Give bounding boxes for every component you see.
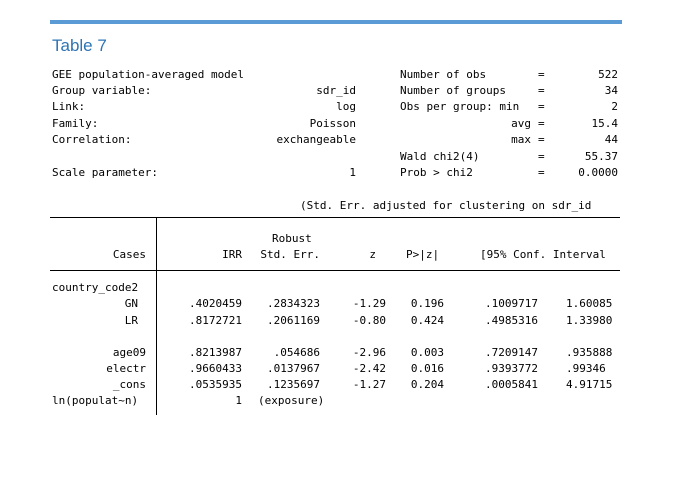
row-name: age09 [112,346,146,359]
stderr-value: .1235697 [267,378,320,391]
z-value: -1.27 [352,378,386,391]
ci-high-value: .935888 [566,346,613,359]
ci-high-value: 1.60085 [566,297,613,310]
obs-avg-value: 15.4 [591,117,619,130]
ngroups-label: Number of groups [400,84,506,97]
obs-max-value: 44 [604,133,618,146]
prob-chi2-eq: = [538,166,545,179]
row-name: ln(populat~n) [52,394,139,407]
correlation-label: Correlation: [52,133,132,146]
exposure-note: (exposure) [258,394,325,407]
ci-low-value: .7209147 [485,346,538,359]
table-header-rule [50,270,620,271]
stderr-value: .2834323 [267,297,320,310]
p-value: 0.424 [410,314,444,327]
correlation-value: exchangeable [276,133,356,146]
prob-chi2-label: Prob > chi2 [400,166,473,179]
p-value: 0.003 [410,346,444,359]
ngroups-value: 34 [604,84,618,97]
col-cases: Cases [112,248,146,261]
link-value: log [336,100,356,113]
z-value: -2.96 [352,346,386,359]
irr-value: .0535935 [189,378,242,391]
obs-max-label: max [511,133,531,146]
stderr-value: .2061169 [267,314,320,327]
obs-min-value: 2 [611,100,618,113]
obs-avg-label: avg [511,117,531,130]
wald-value: 55.37 [584,150,618,163]
row-name: GN [124,297,138,310]
ci-high-value: 1.33980 [566,314,613,327]
obs-min-eq: = [538,100,545,113]
table-top-rule [50,217,620,218]
z-value: -2.42 [352,362,386,375]
group-variable-value: sdr_id [316,84,356,97]
col-z: z [369,248,376,261]
ngroups-eq: = [538,84,545,97]
p-value: 0.016 [410,362,444,375]
irr-value: .8213987 [189,346,242,359]
wald-label: Wald chi2(4) [400,150,480,163]
ci-high-value: 4.91715 [566,378,613,391]
nobs-value: 522 [598,68,618,81]
irr-value: .8172721 [189,314,242,327]
col-robust: Robust [272,232,312,245]
irr-value: .4020459 [189,297,242,310]
regression-output: GEE population-averaged model Group vari… [50,0,620,494]
ci-low-value: .0005841 [485,378,538,391]
obs-min-label: Obs per group: min [400,100,520,113]
stderr-value: .0137967 [267,362,320,375]
row-name: _cons [112,378,146,391]
col-confint: [95% Conf. Interval [480,248,606,261]
title-accent-bar [50,20,622,24]
row-name: electr [106,362,146,375]
se-note: (Std. Err. adjusted for clustering on sd… [300,199,592,212]
irr-value: 1 [235,394,242,407]
scale-parameter-value: 1 [349,166,356,179]
p-value: 0.204 [410,378,444,391]
prob-chi2-value: 0.0000 [578,166,618,179]
obs-max-eq: = [538,133,545,146]
z-value: -1.29 [352,297,386,310]
scale-parameter-label: Scale parameter: [52,166,158,179]
wald-eq: = [538,150,545,163]
p-value: 0.196 [410,297,444,310]
nobs-eq: = [538,68,545,81]
ci-low-value: .9393772 [485,362,538,375]
group-variable-label: Group variable: [52,84,152,97]
family-label: Family: [52,117,99,130]
ci-low-value: .1009717 [485,297,538,310]
z-value: -0.80 [352,314,386,327]
col-irr: IRR [222,248,242,261]
ci-high-value: .99346 [566,362,606,375]
table-column-divider [156,217,157,415]
table-title: Table 7 [52,36,107,55]
family-value: Poisson [309,117,356,130]
irr-value: .9660433 [189,362,242,375]
row-name: LR [124,314,138,327]
group-label: country_code2 [52,281,139,294]
stderr-value: .054686 [273,346,320,359]
model-label: GEE population-averaged model [52,68,245,81]
col-stderr: Std. Err. [260,248,320,261]
ci-low-value: .4985316 [485,314,538,327]
obs-avg-eq: = [538,117,545,130]
link-label: Link: [52,100,86,113]
col-pvalue: P>|z| [406,248,440,261]
nobs-label: Number of obs [400,68,487,81]
